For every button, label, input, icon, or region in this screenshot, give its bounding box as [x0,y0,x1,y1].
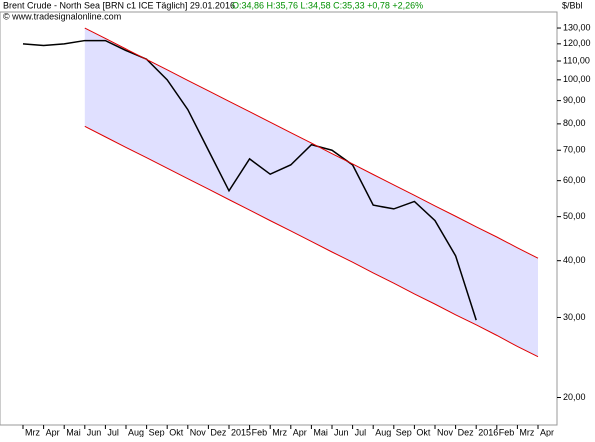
x-tick-label: Apr [293,427,307,437]
chart-title: Brent Crude - North Sea [BRN c1 ICE Tägl… [3,0,235,10]
x-tick-label: Apr [46,427,60,437]
y-tick-label: 90,00 [563,95,586,105]
x-tick-label: 2016 [478,427,498,437]
x-tick-label: Jul [355,427,367,437]
x-tick-label: Mrz [25,427,40,437]
y-tick-label: 110,00 [563,55,590,65]
y-tick-label: 20,00 [563,392,586,402]
x-tick-label: Okt [416,427,431,437]
chart-subtitle: O:34,86 H:35,76 L:34,58 C:35,33 +0,78 +2… [232,0,423,10]
x-tick-label: Sep [396,427,412,437]
y-tick-label: 80,00 [563,118,586,128]
series-line [84,125,539,358]
x-tick-label: Dez [458,427,475,437]
x-tick-label: Feb [499,427,515,437]
watermark: © www.tradesignalonline.com [3,11,121,21]
y-tick-label: 100,00 [563,74,591,84]
x-tick-label: Dez [210,427,227,437]
x-tick-label: 2015 [231,427,251,437]
x-tick-label: Aug [128,427,144,437]
x-tick-label: Okt [169,427,184,437]
x-tick-label: Nov [437,427,454,437]
y-tick-label: 70,00 [563,145,586,155]
y-tick-label: 40,00 [563,255,586,265]
y-tick-label: 30,00 [563,312,586,322]
x-tick-label: Jul [107,427,119,437]
x-tick-label: Nov [190,427,207,437]
x-tick-label: Jun [334,427,349,437]
y-tick-label: 120,00 [563,38,591,48]
x-tick-label: Mrz [272,427,287,437]
x-tick-label: Feb [252,427,268,437]
y-tick-label: 50,00 [563,211,586,221]
y-tick-label: 60,00 [563,175,586,185]
x-tick-label: Mai [313,427,328,437]
series-line [84,27,539,259]
series-line [22,39,477,321]
x-tick-label: Jun [87,427,102,437]
x-tick-label: Sep [149,427,165,437]
x-tick-label: Aug [375,427,391,437]
channel-fill [84,28,539,357]
x-tick-label: Mrz [519,427,534,437]
x-tick-label: Apr [540,427,554,437]
y-axis-label: $/Bbl [562,0,583,10]
y-tick-label: 130,00 [563,22,591,32]
x-tick-label: Mai [66,427,81,437]
